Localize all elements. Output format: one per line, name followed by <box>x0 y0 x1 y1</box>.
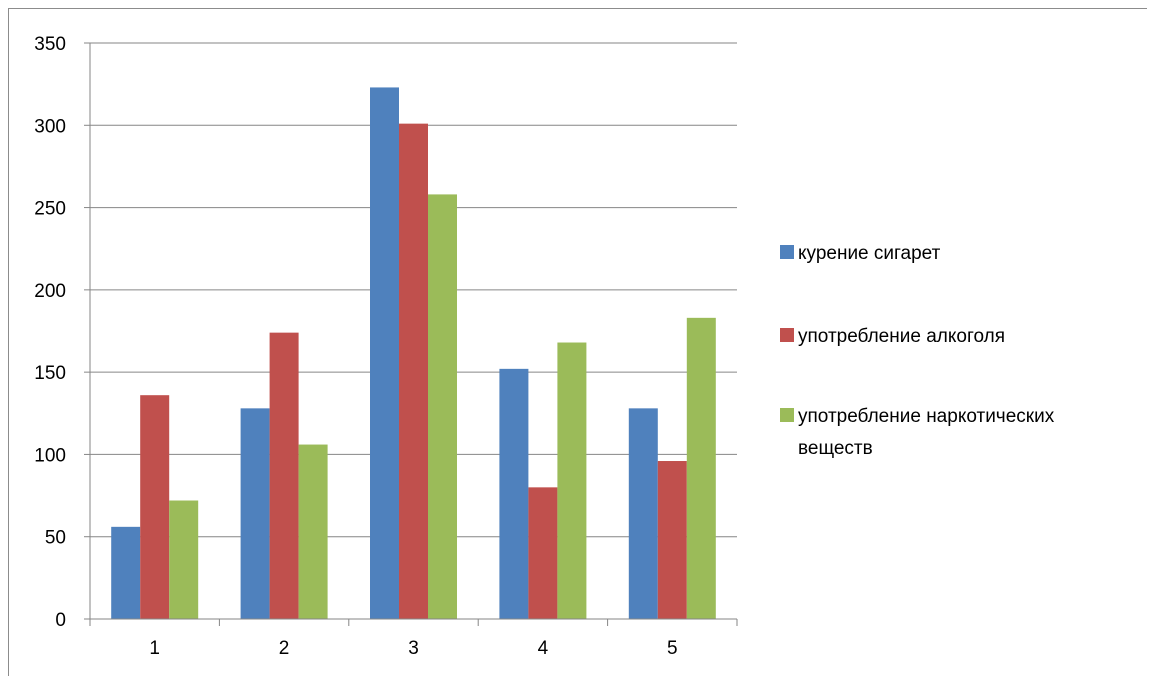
legend: курение сигарет употребление алкоголя упот… <box>780 243 1055 459</box>
legend-label-3: употребление наркотических веществ <box>798 406 1055 459</box>
y-tick-label: 100 <box>34 445 66 466</box>
x-tick-label: 2 <box>279 638 290 659</box>
bar-series-2-cat-1 <box>140 395 170 619</box>
bar-series-3-cat-5 <box>686 317 716 619</box>
y-tick-label: 50 <box>45 528 66 549</box>
bar-series-1-cat-3 <box>370 87 399 620</box>
legend-label-2: употребление алкоголя <box>798 326 1005 347</box>
bar-series-2-cat-5 <box>657 461 687 619</box>
legend-swatch-3 <box>780 408 794 422</box>
x-tick-label: 1 <box>149 638 160 659</box>
legend-swatch-1 <box>780 245 794 259</box>
y-tick-label: 300 <box>34 116 66 137</box>
x-tick-label: 4 <box>538 638 549 659</box>
bar-series-2-cat-4 <box>528 487 558 619</box>
legend-label-1: курение сигарет <box>798 243 941 264</box>
bar-series-1-cat-4 <box>499 368 529 619</box>
bar-series-2-cat-3 <box>399 123 428 619</box>
y-tick-label: 200 <box>34 281 66 302</box>
bar-series-1-cat-2 <box>240 408 270 619</box>
bar-series-3-cat-4 <box>557 342 587 619</box>
bars <box>111 87 716 620</box>
bar-series-2-cat-2 <box>269 332 299 619</box>
y-tick-label: 0 <box>55 610 66 631</box>
y-axis-ticks: 0 50 100 150 200 250 300 350 <box>34 34 91 631</box>
y-tick-label: 350 <box>34 34 66 55</box>
y-tick-label: 250 <box>34 199 66 220</box>
bar-series-1-cat-5 <box>628 408 658 619</box>
bar-series-3-cat-3 <box>428 194 457 620</box>
bar-series-3-cat-1 <box>169 500 199 619</box>
bar-series-3-cat-2 <box>298 444 328 619</box>
x-axis <box>89 618 738 626</box>
y-tick-label: 150 <box>34 363 66 384</box>
bar-series-1-cat-1 <box>111 526 141 619</box>
legend-swatch-2 <box>780 328 794 342</box>
x-tick-label: 5 <box>667 638 678 659</box>
x-axis-ticks: 1 2 3 4 5 <box>149 638 677 659</box>
x-tick-label: 3 <box>408 638 419 659</box>
